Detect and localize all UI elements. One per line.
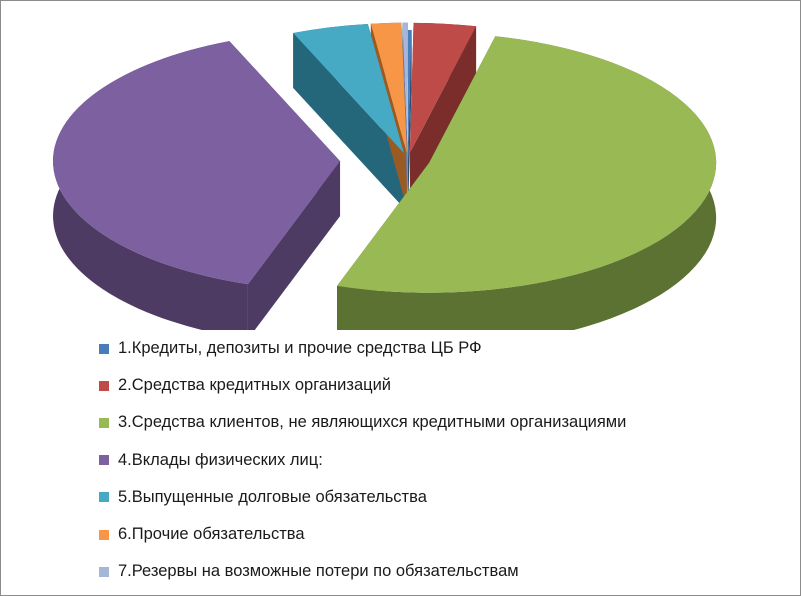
legend-label: 2.Средства кредитных организаций [118, 376, 391, 395]
pie-slice [408, 30, 412, 160]
pie-slice [370, 22, 407, 153]
chart-legend: 1.Кредиты, депозиты и прочие средства ЦБ… [99, 330, 789, 590]
pie-chart [53, 22, 717, 330]
pie-slice [337, 36, 717, 293]
pie-slice [293, 24, 404, 153]
legend-label: 1.Кредиты, депозиты и прочие средства ЦБ… [118, 339, 482, 358]
legend-label: 6.Прочие обязательства [118, 525, 305, 544]
legend-item: 3.Средства клиентов, не являющихся креди… [99, 404, 789, 441]
legend-swatch [99, 492, 109, 503]
legend-item: 6.Прочие обязательства [99, 516, 789, 553]
legend-swatch [99, 455, 109, 466]
legend-swatch [99, 529, 109, 540]
legend-item: 5.Выпущенные долговые обязательства [99, 479, 789, 516]
pie-slice [409, 22, 477, 153]
legend-swatch [99, 380, 109, 391]
legend-item: 7.Резервы на возможные потери по обязате… [99, 553, 789, 590]
legend-swatch [99, 417, 109, 428]
legend-label: 7.Резервы на возможные потери по обязате… [118, 562, 519, 581]
pie-slice-wall [247, 161, 341, 330]
legend-swatch [99, 343, 109, 354]
legend-label: 3.Средства клиентов, не являющихся креди… [118, 413, 627, 432]
pie-slice [402, 22, 408, 153]
legend-item: 1.Кредиты, депозиты и прочие средства ЦБ… [99, 330, 789, 367]
legend-label: 5.Выпущенные долговые обязательства [118, 487, 427, 506]
legend-label: 4.Вклады физических лиц: [118, 450, 323, 469]
pie-slice [53, 41, 341, 285]
legend-swatch [99, 566, 109, 577]
legend-item: 4.Вклады физических лиц: [99, 442, 789, 479]
legend-item: 2.Средства кредитных организаций [99, 367, 789, 404]
